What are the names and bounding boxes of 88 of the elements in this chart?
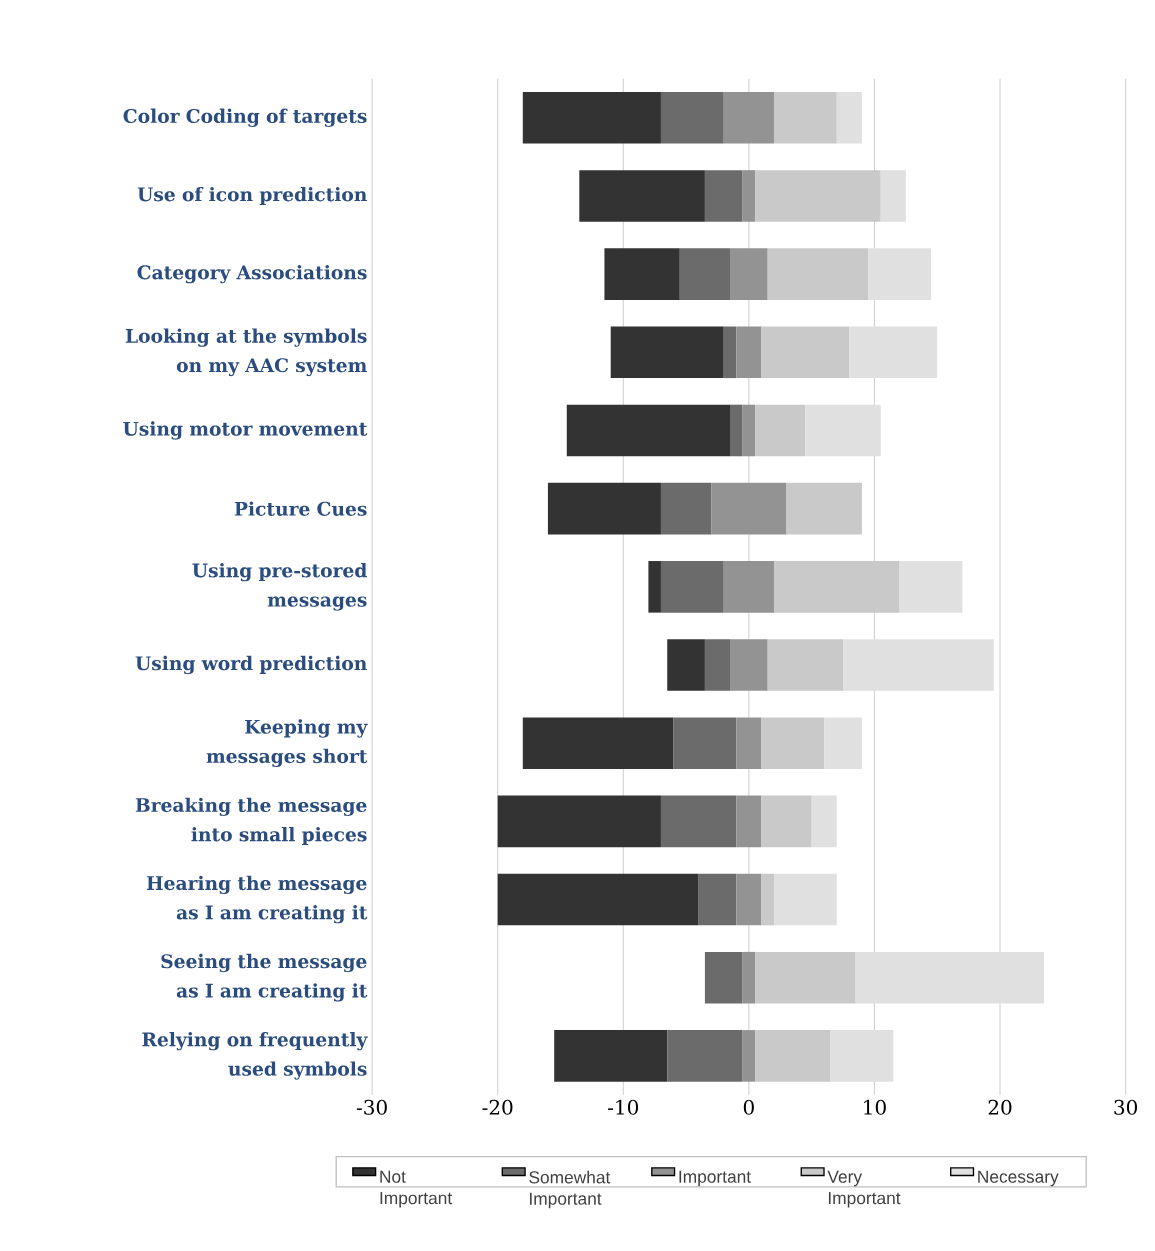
bar bbox=[880, 170, 906, 222]
bar bbox=[698, 873, 737, 926]
legend-label: Important bbox=[679, 1170, 751, 1187]
bar bbox=[755, 170, 881, 222]
bar bbox=[610, 326, 724, 379]
legend-label: Necessary bbox=[978, 1170, 1059, 1187]
bar bbox=[736, 795, 762, 848]
bar bbox=[704, 639, 731, 691]
bar bbox=[767, 248, 869, 300]
bar bbox=[843, 639, 994, 691]
bar bbox=[849, 326, 938, 379]
bar bbox=[761, 717, 825, 769]
bar bbox=[742, 170, 756, 222]
x-tick-label: 30 bbox=[1114, 1099, 1138, 1115]
bar bbox=[742, 1030, 756, 1082]
bar bbox=[774, 91, 837, 144]
x-tick-label: -20 bbox=[482, 1099, 513, 1115]
bar bbox=[868, 248, 931, 300]
y-tick-label: Breaking the message into small pieces bbox=[135, 797, 367, 846]
x-tick-label: 10 bbox=[864, 1099, 886, 1115]
bar bbox=[723, 326, 737, 379]
bar bbox=[736, 717, 762, 769]
x-tick-label: 0 bbox=[743, 1099, 754, 1115]
bar bbox=[805, 404, 881, 457]
bar bbox=[730, 639, 768, 691]
bar bbox=[648, 561, 661, 613]
bar bbox=[679, 248, 731, 300]
bar bbox=[522, 91, 661, 144]
y-tick-label: Using motor movement bbox=[123, 421, 368, 440]
bar bbox=[774, 873, 837, 926]
bar bbox=[742, 951, 756, 1004]
x-tick-label: -30 bbox=[356, 1099, 387, 1115]
bar bbox=[755, 404, 806, 457]
bar bbox=[660, 91, 724, 144]
y-tick-label: Use of icon prediction bbox=[137, 186, 367, 205]
bar bbox=[730, 248, 768, 300]
bar bbox=[736, 873, 762, 926]
bar bbox=[704, 170, 743, 222]
bar bbox=[786, 482, 862, 535]
y-tick-label: Relying on frequently used symbols bbox=[142, 1032, 368, 1080]
y-tick-label: Looking at the symbols on my AAC system bbox=[125, 328, 367, 377]
bar bbox=[522, 717, 674, 769]
bar bbox=[730, 404, 743, 457]
bar bbox=[836, 91, 862, 144]
bar bbox=[604, 248, 680, 300]
bar bbox=[855, 951, 1045, 1004]
legend-label: Not Important bbox=[380, 1170, 453, 1208]
bar bbox=[547, 482, 661, 535]
bar bbox=[704, 951, 743, 1004]
y-tick-label: Using word prediction bbox=[135, 655, 367, 675]
bar bbox=[761, 795, 812, 848]
bar bbox=[824, 717, 862, 769]
bar bbox=[667, 639, 705, 691]
y-tick-label: Seeing the message as I am creating it bbox=[161, 953, 368, 1002]
bar bbox=[566, 404, 731, 457]
bar bbox=[711, 482, 787, 535]
bar bbox=[667, 1030, 743, 1082]
bar bbox=[899, 561, 963, 613]
bar bbox=[660, 561, 724, 613]
legend-label: Somewhat Important bbox=[529, 1170, 611, 1209]
bar bbox=[767, 639, 844, 691]
bar bbox=[579, 170, 705, 222]
y-tick-label: Using pre-stored messages bbox=[192, 563, 367, 611]
bar bbox=[830, 1030, 894, 1082]
bar bbox=[660, 795, 737, 848]
bar bbox=[723, 561, 774, 613]
bar bbox=[723, 91, 774, 144]
bar bbox=[660, 482, 712, 535]
y-tick-label: Keeping my messages short bbox=[206, 719, 368, 768]
legend-label: Very Important bbox=[827, 1170, 901, 1208]
x-tick-label: -10 bbox=[608, 1099, 639, 1115]
bar bbox=[761, 873, 774, 926]
bar bbox=[554, 1030, 668, 1082]
x-tick-label: 20 bbox=[988, 1099, 1012, 1115]
bar bbox=[497, 795, 661, 848]
bar bbox=[761, 326, 850, 379]
bar bbox=[755, 951, 856, 1004]
y-tick-label: Category Associations bbox=[137, 264, 367, 284]
bar bbox=[742, 404, 756, 457]
y-tick-label: Picture Cues bbox=[234, 501, 367, 516]
bar bbox=[811, 795, 837, 848]
bar bbox=[755, 1030, 831, 1082]
y-tick-label: Color Coding of targets bbox=[123, 108, 367, 127]
bar bbox=[774, 561, 900, 613]
bar bbox=[736, 326, 762, 379]
y-tick-label: Hearing the message as I am creating it bbox=[146, 875, 368, 924]
bar bbox=[497, 873, 699, 926]
bar bbox=[673, 717, 737, 769]
